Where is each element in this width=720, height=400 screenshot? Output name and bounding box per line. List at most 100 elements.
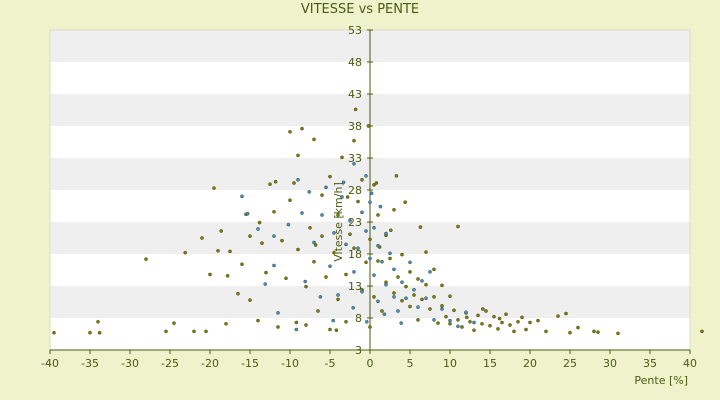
data-point-series-2 [399, 321, 404, 325]
data-point-series-1 [240, 262, 244, 267]
data-point-series-1 [388, 228, 393, 233]
data-point-series-1 [219, 229, 223, 233]
data-point-series-1 [392, 291, 396, 295]
data-point-series-1 [472, 328, 476, 333]
y-tick-label: 13 [348, 280, 362, 293]
data-point-series-2 [340, 195, 344, 199]
data-point-series-1 [183, 250, 187, 255]
x-tick-label: -5 [325, 357, 336, 370]
data-point-series-1 [372, 183, 376, 187]
data-point-series-1 [412, 293, 416, 297]
y-tick-label: 48 [348, 56, 362, 69]
data-point-series-1 [452, 308, 456, 313]
data-point-series-1 [52, 330, 56, 335]
data-point-series-1 [264, 270, 268, 275]
data-point-series-2 [448, 318, 452, 323]
y-tick-label: 23 [348, 216, 362, 229]
data-point-series-1 [192, 329, 196, 334]
data-point-series-2 [432, 318, 436, 322]
data-point-series-1 [288, 129, 292, 134]
data-point-series-1 [340, 155, 344, 160]
x-tick-label: -35 [81, 357, 99, 370]
x-tick-label: -30 [121, 357, 139, 370]
data-point-series-1 [492, 314, 496, 319]
data-point-series-2 [384, 282, 388, 287]
data-point-series-2 [420, 279, 424, 283]
data-point-series-1 [257, 220, 262, 225]
data-point-series-1 [432, 267, 436, 272]
data-point-series-2 [318, 295, 323, 299]
x-tick-label: 25 [563, 357, 577, 370]
data-point-series-2 [368, 200, 372, 204]
data-point-series-2 [328, 264, 332, 269]
data-point-series-1 [504, 312, 508, 317]
x-tick-label: -20 [201, 357, 219, 370]
y-tick-label: 53 [348, 24, 362, 37]
data-point-series-2 [412, 287, 416, 292]
x-tick-label: -25 [161, 357, 179, 370]
y-tick-label: 3 [355, 344, 362, 357]
data-point-series-1 [312, 137, 316, 142]
data-point-series-1 [308, 225, 312, 230]
data-point-series-1 [364, 260, 368, 265]
data-point-series-1 [276, 325, 280, 329]
data-point-series-1 [536, 318, 540, 323]
data-point-series-2 [369, 191, 374, 195]
x-tick-label: -15 [241, 357, 259, 370]
data-point-series-2 [364, 319, 369, 324]
data-point-series-1 [288, 198, 292, 202]
data-point-series-1 [520, 315, 524, 320]
data-point-series-1 [456, 318, 460, 322]
data-point-series-1 [144, 257, 148, 261]
data-point-series-1 [236, 291, 240, 296]
data-point-series-1 [576, 325, 580, 330]
data-point-series-2 [382, 312, 387, 317]
y-tick-label: 28 [348, 184, 362, 197]
data-point-series-1 [596, 330, 600, 334]
data-point-series-1 [436, 321, 440, 325]
x-tick-label: 0 [367, 357, 374, 370]
data-point-series-2 [396, 309, 400, 313]
data-point-series-1 [304, 284, 308, 289]
data-point-series-2 [376, 243, 380, 248]
data-point-series-1 [444, 314, 448, 319]
data-point-series-2 [364, 229, 368, 233]
data-point-series-1 [496, 327, 500, 331]
data-point-series-1 [500, 320, 504, 325]
data-point-series-1 [508, 323, 512, 327]
data-point-series-1 [320, 193, 324, 197]
data-point-series-2 [312, 240, 316, 245]
chart-title: VITESSE vs PENTE [300, 2, 420, 17]
data-point-series-1 [204, 329, 208, 334]
data-point-series-1 [700, 329, 704, 334]
data-point-series-2 [276, 311, 280, 315]
data-point-series-1 [460, 325, 464, 329]
x-axis-label: Pente [%] [634, 374, 688, 387]
data-point-series-1 [324, 275, 328, 279]
y-tick-label: 18 [348, 248, 362, 261]
data-point-series-1 [88, 330, 92, 335]
data-point-series-2 [424, 296, 428, 301]
data-point-series-2 [240, 194, 244, 199]
data-point-series-1 [416, 318, 420, 322]
data-point-series-2 [408, 260, 412, 265]
x-tick-label: -10 [281, 357, 299, 370]
data-point-series-2 [364, 174, 368, 178]
data-point-series-2 [404, 296, 408, 301]
data-point-series-1 [428, 307, 432, 311]
data-point-series-2 [368, 256, 372, 261]
data-point-series-2 [392, 267, 396, 272]
data-point-series-2 [272, 263, 276, 268]
data-point-series-2 [320, 213, 324, 217]
data-point-series-1 [403, 200, 408, 204]
data-point-series-2 [380, 259, 384, 264]
data-point-series-1 [448, 294, 452, 299]
data-point-series-1 [313, 243, 318, 247]
data-point-series-2 [296, 177, 300, 182]
data-point-series-2 [294, 327, 299, 332]
data-point-series-1 [568, 330, 572, 335]
data-point-series-1 [424, 250, 428, 254]
data-point-series-1 [464, 315, 469, 320]
x-tick-label: 35 [643, 357, 657, 370]
